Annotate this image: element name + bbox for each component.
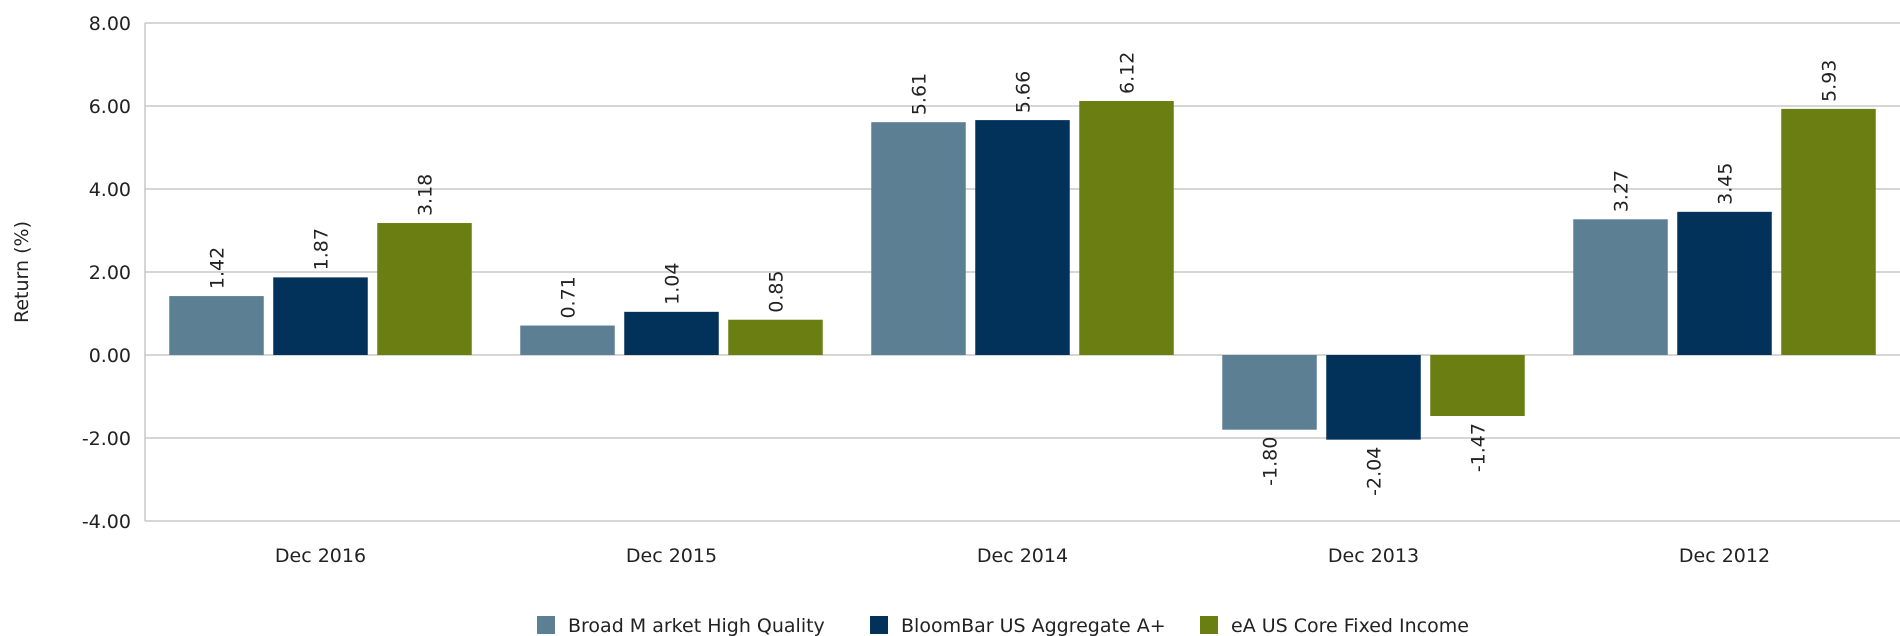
y-tick-label: -4.00 [82,511,131,533]
bar [624,311,719,355]
y-tick-label: 2.00 [89,262,131,284]
y-tick-label: 0.00 [89,345,131,367]
bar [975,120,1070,355]
data-label: 5.61 [909,73,931,115]
legend-label: Broad M arket High Quality [568,615,825,636]
x-tick-label: Dec 2014 [977,545,1068,567]
y-axis-title: Return (%) [11,221,33,323]
bar [1573,219,1668,355]
data-label: 3.45 [1715,163,1737,205]
y-tick-label: -2.00 [82,428,131,450]
y-tick-label: 6.00 [89,96,131,118]
x-tick-label: Dec 2013 [1328,545,1419,567]
bar [169,296,264,355]
data-label: 5.66 [1013,71,1035,113]
bar [520,325,615,355]
data-label: 0.85 [766,270,788,312]
data-label: -2.04 [1364,447,1386,496]
data-label: 3.27 [1611,170,1633,212]
data-label: 5.93 [1819,60,1841,102]
y-tick-label: 8.00 [89,13,131,35]
data-label: -1.80 [1260,437,1282,486]
bar [728,319,823,355]
bar [1781,108,1876,355]
bar [273,277,368,355]
bar [1430,355,1525,417]
bar [377,223,472,355]
data-label: 6.12 [1117,52,1139,94]
data-label: 1.42 [207,247,229,289]
data-label: 1.87 [311,228,333,270]
data-label: 0.71 [558,276,580,318]
x-tick-label: Dec 2016 [275,545,366,567]
bar [1677,211,1772,355]
bar [871,122,966,355]
x-tick-label: Dec 2015 [626,545,717,567]
data-label: 1.04 [662,263,684,305]
legend-label: eA US Core Fixed Income [1231,615,1469,636]
bar [1222,355,1317,430]
legend-swatch [870,616,888,634]
legend-swatch [537,616,555,634]
bar [1079,101,1174,356]
legend-swatch [1200,616,1218,634]
data-label: -1.47 [1468,423,1490,472]
bar [1326,355,1421,440]
data-label: 3.18 [415,174,437,216]
legend-label: BloomBar US Aggregate A+ [901,615,1166,636]
x-tick-label: Dec 2012 [1679,545,1770,567]
y-tick-label: 4.00 [89,179,131,201]
